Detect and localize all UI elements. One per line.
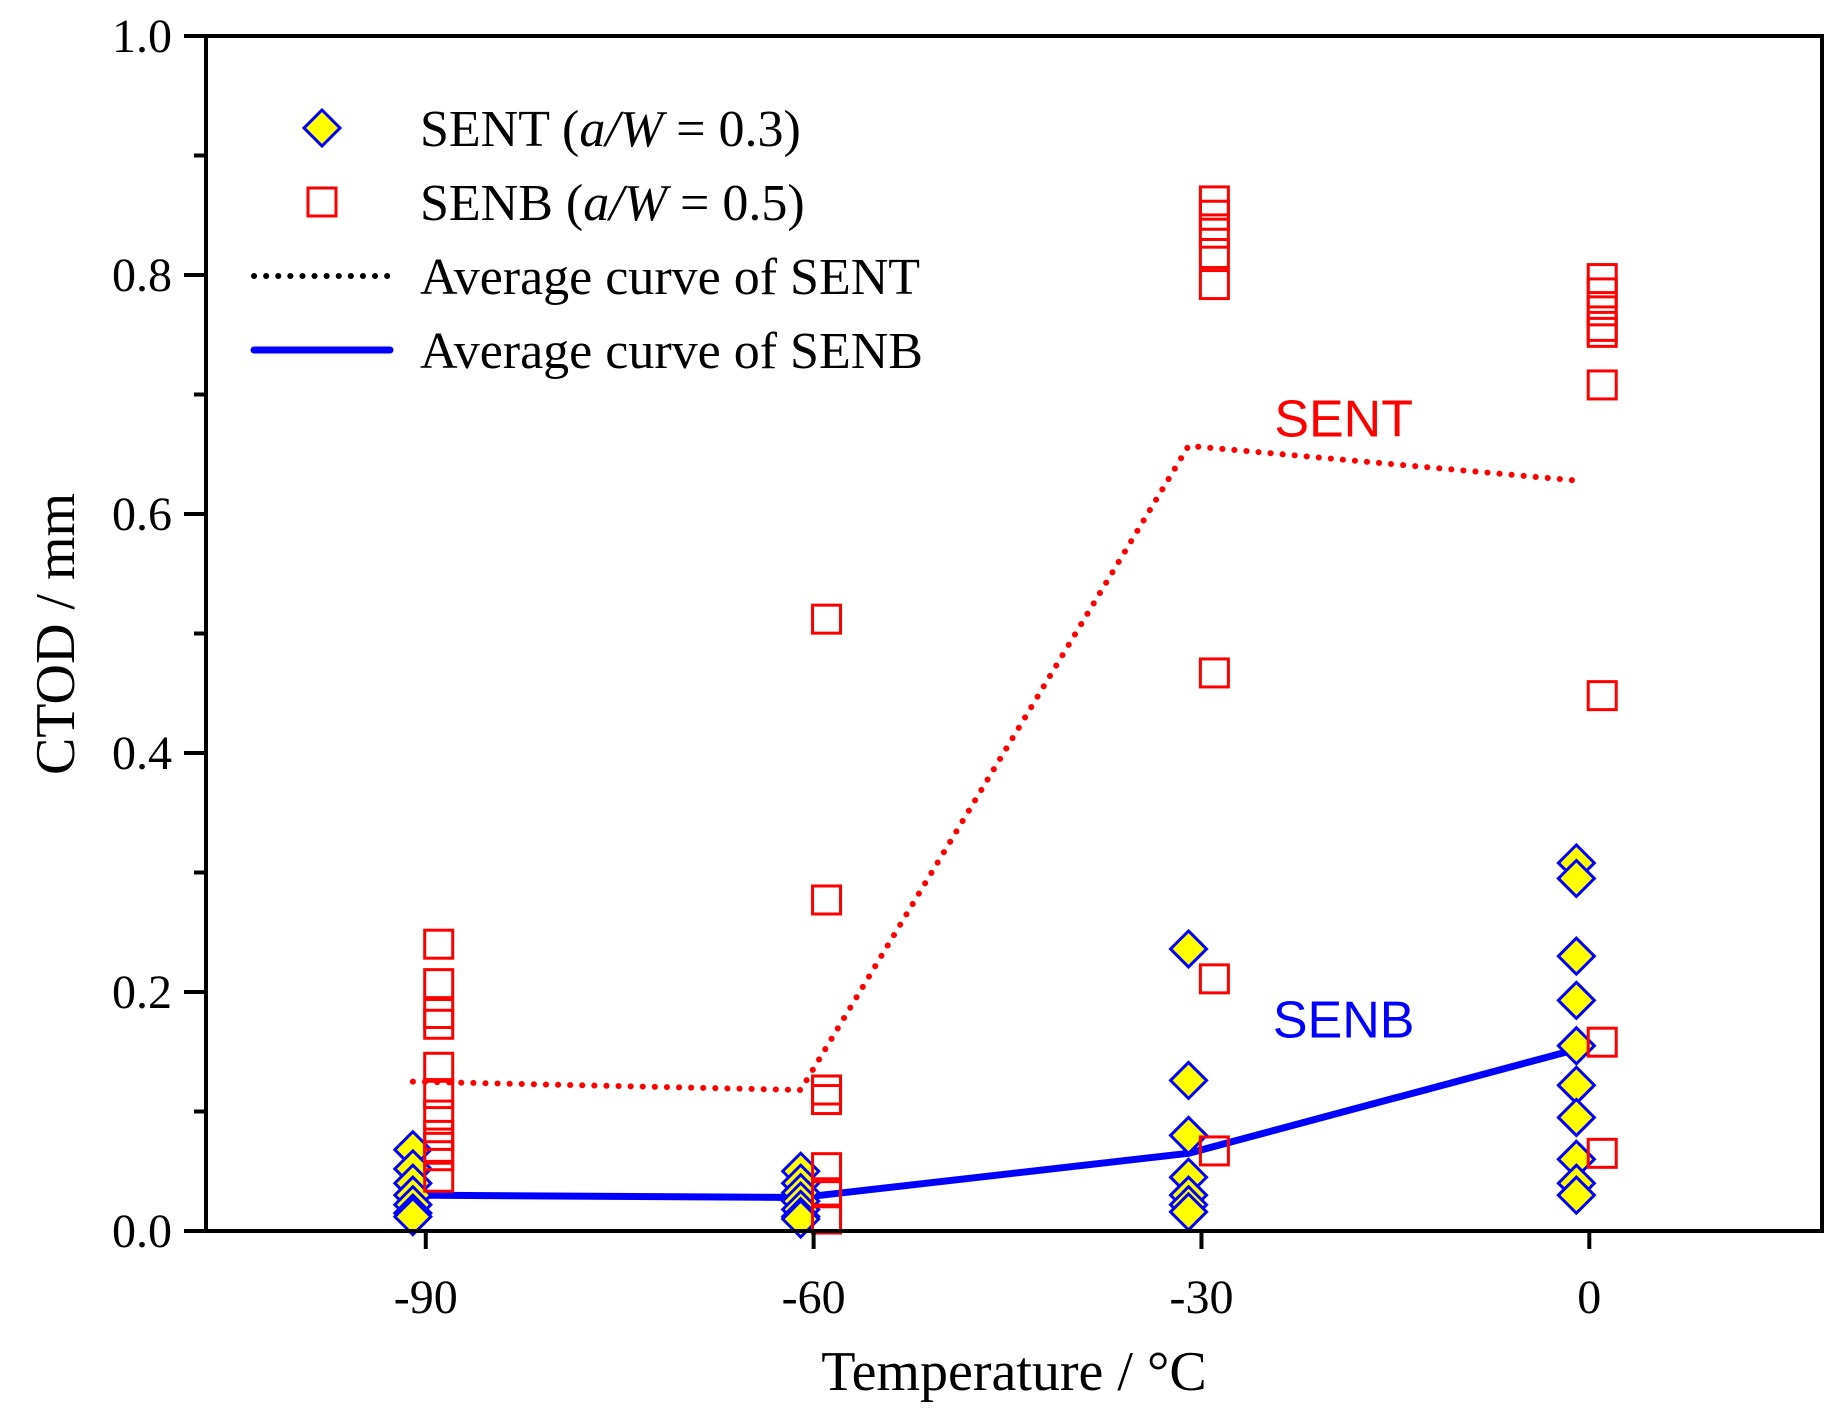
series-2-point-30 bbox=[1586, 310, 1618, 342]
series-2-point-3 bbox=[423, 998, 455, 1030]
series-2-point-34 bbox=[1586, 1026, 1618, 1058]
series-1-point-25 bbox=[1556, 980, 1597, 1021]
legend-item-2-marker bbox=[306, 186, 338, 218]
series-1-point-17 bbox=[1168, 1115, 1209, 1156]
series-2-point-1 bbox=[423, 928, 455, 960]
y-tick-label-5: 0.8 bbox=[112, 249, 172, 302]
series-2-point-16 bbox=[811, 1152, 843, 1184]
legend-item-3-label: Average curve of SENT bbox=[420, 249, 920, 306]
series-2-point-12 bbox=[811, 603, 843, 635]
series-2-point-7 bbox=[423, 1099, 455, 1131]
series-line-2 bbox=[409, 1045, 1580, 1202]
series-2-point-20 bbox=[1198, 199, 1230, 231]
annotations: SENT SENB bbox=[1273, 390, 1415, 1049]
y-tick-label-4: 0.6 bbox=[112, 488, 172, 541]
series-2-point-23 bbox=[1198, 269, 1230, 301]
y-tick-label-1: 0.0 bbox=[112, 1205, 172, 1258]
series-1-point-28 bbox=[1556, 1097, 1597, 1138]
series-2-point-26 bbox=[1198, 1135, 1230, 1167]
x-tick-label-2: -60 bbox=[782, 1271, 846, 1324]
series-2-point-11 bbox=[423, 1161, 455, 1193]
annotation-senb: SENB bbox=[1273, 991, 1415, 1049]
y-tick-label-3: 0.4 bbox=[112, 727, 172, 780]
series-1-point-16 bbox=[1168, 1060, 1209, 1101]
legend: SENT (a/W = 0.3) SENB (a/W = 0.5) Average … bbox=[250, 101, 923, 380]
series-2-point-13 bbox=[811, 884, 843, 916]
series-2-point-24 bbox=[1198, 657, 1230, 689]
series-1-point-23 bbox=[1556, 858, 1597, 899]
x-tick-label-3: -30 bbox=[1169, 1271, 1233, 1324]
series-2-point-31 bbox=[1586, 316, 1618, 348]
series-2-point-5 bbox=[423, 1051, 455, 1083]
series-2-point-25 bbox=[1198, 963, 1230, 995]
series-2-point-21 bbox=[1198, 217, 1230, 249]
series-2-point-33 bbox=[1586, 680, 1618, 712]
series-2-point-4 bbox=[423, 1008, 455, 1040]
series-2-point-15 bbox=[811, 1084, 843, 1116]
series-1-point-24 bbox=[1556, 936, 1597, 977]
axes: -90 -60 -30 0 0.0 0.2 0.4 0.6 0.8 1.0 bbox=[112, 10, 1601, 1324]
legend-item-4-label: Average curve of SENB bbox=[420, 323, 923, 380]
x-tick-label-1: -90 bbox=[394, 1271, 458, 1324]
series-2-point-18 bbox=[811, 1203, 843, 1235]
series-2-point-32 bbox=[1586, 369, 1618, 401]
series-2-point-35 bbox=[1586, 1137, 1618, 1169]
series-2-point-6 bbox=[423, 1078, 455, 1110]
series-2-point-10 bbox=[423, 1140, 455, 1172]
series-2-point-29 bbox=[1586, 295, 1618, 327]
series-2-point-17 bbox=[811, 1177, 843, 1209]
series-2-point-14 bbox=[811, 1074, 843, 1106]
series-2-point-2 bbox=[423, 968, 455, 1000]
series-1-point-7 bbox=[392, 1196, 433, 1237]
y-axis-label: CTOD / mm bbox=[25, 493, 87, 775]
x-tick-label-4: 0 bbox=[1577, 1271, 1601, 1324]
x-axis-label: Temperature / °C bbox=[821, 1341, 1206, 1403]
series-2-point-28 bbox=[1586, 277, 1618, 309]
series-2-point-8 bbox=[423, 1119, 455, 1151]
legend-item-1-marker bbox=[301, 107, 343, 149]
series-1-point-15 bbox=[1168, 928, 1209, 970]
series-1-point-31 bbox=[1556, 1175, 1597, 1216]
annotation-sent: SENT bbox=[1274, 390, 1413, 448]
y-tick-label-2: 0.2 bbox=[112, 966, 172, 1019]
y-tick-label-6: 1.0 bbox=[112, 10, 172, 63]
legend-item-2-label: SENB (a/W = 0.5) bbox=[420, 175, 805, 232]
series-2-point-22 bbox=[1198, 237, 1230, 269]
series-line-1 bbox=[409, 442, 1580, 1093]
legend-item-1-label: SENT (a/W = 0.3) bbox=[420, 101, 801, 158]
plot-marks bbox=[392, 185, 1618, 1240]
